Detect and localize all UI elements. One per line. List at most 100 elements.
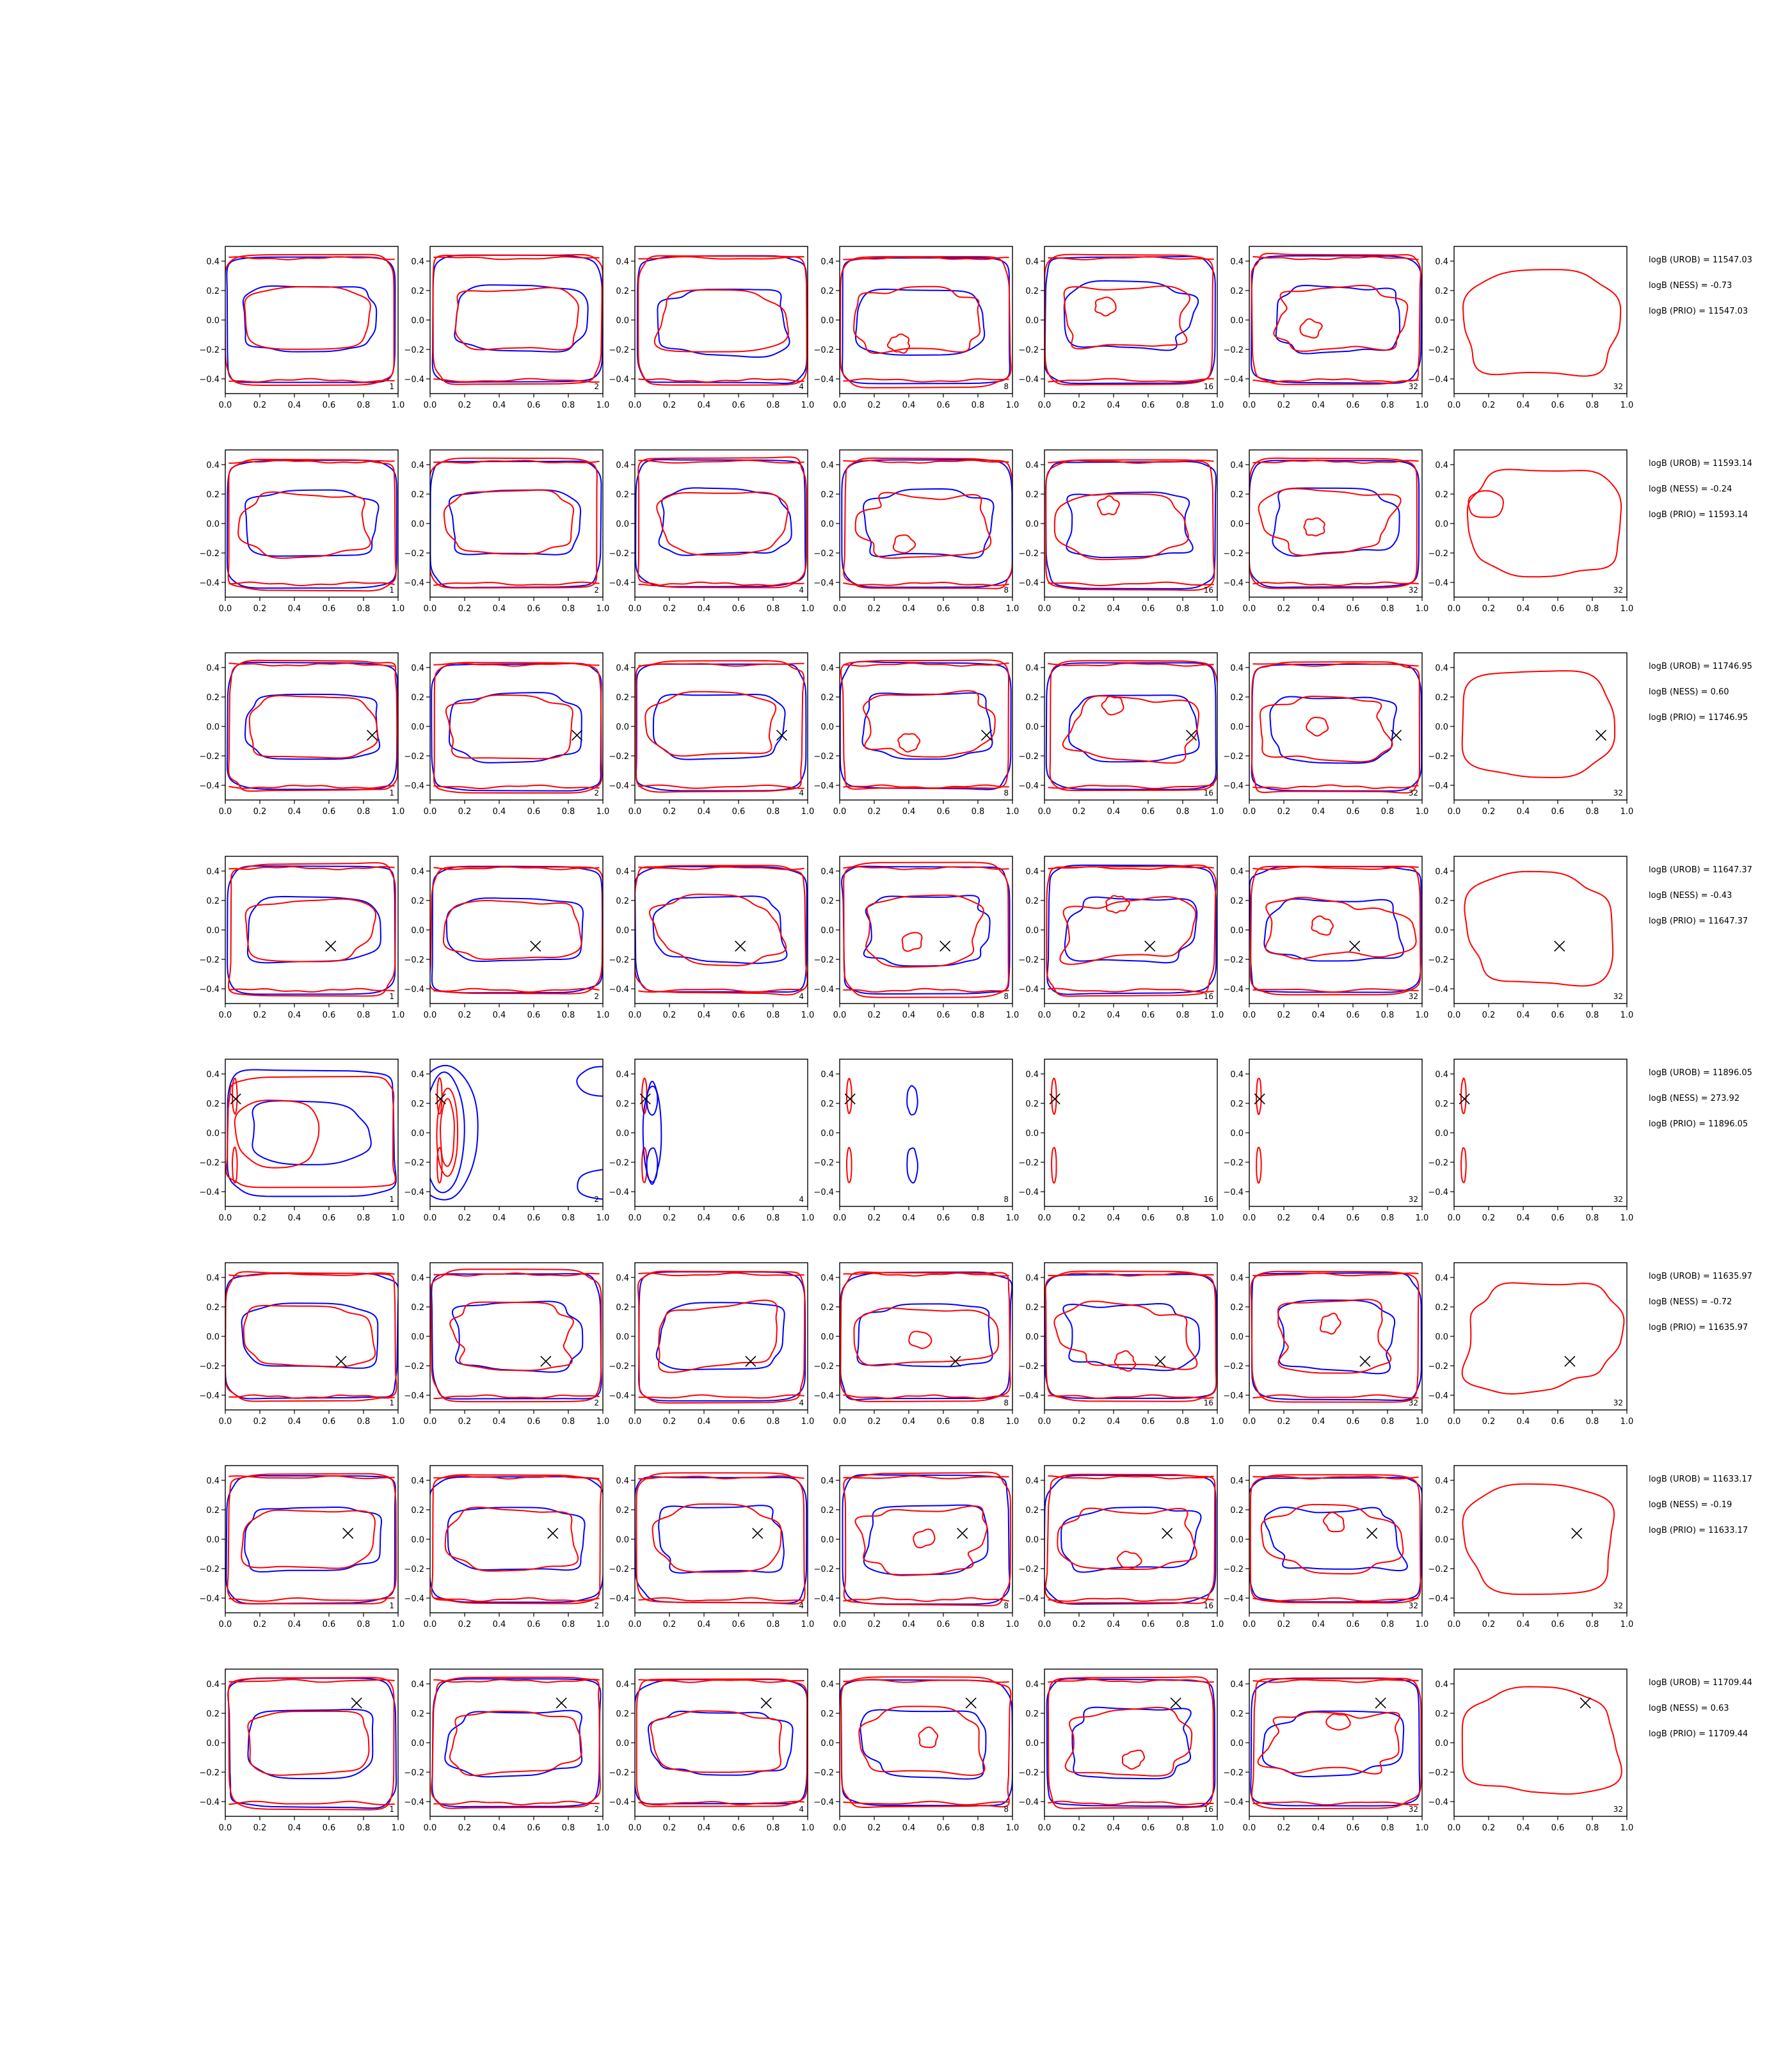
x-tick-label: 1.0 — [1006, 1011, 1020, 1020]
series-b-contour-inner — [247, 1710, 370, 1776]
x-tick-label: 0.4 — [698, 807, 711, 817]
axes-frame — [429, 1465, 604, 1613]
series-a-contour-outer — [635, 1679, 808, 1805]
x-tick-label: 1.0 — [596, 604, 610, 614]
x-tick-label: 0.2 — [1277, 1417, 1291, 1427]
logb-annotation: logB (PRIO) = 11635.97 — [1649, 1323, 1748, 1332]
panel-r4-c6: 0.0 0.2 0.4 0.6 0.8 1.0 0.4 0.2 0.0 −0.2 −0.4 32 — [1223, 856, 1428, 1020]
x-tick-label: 0.4 — [1312, 807, 1325, 817]
x-tick-label: 0.0 — [1038, 1417, 1052, 1427]
x-tick-label: 0.8 — [1176, 1213, 1190, 1223]
panel-number-label: 2 — [594, 586, 599, 595]
x-tick-label: 0.2 — [868, 807, 881, 817]
y-tick-label: 0.4 — [411, 1476, 424, 1486]
panel-r8-c4: 0.0 0.2 0.4 0.6 0.8 1.0 0.4 0.2 0.0 −0.2 −0.4 8 — [813, 1668, 1019, 1833]
panel-r5-c4: 0.0 0.2 0.4 0.6 0.8 1.0 0.4 0.2 0.0 −0.2 −0.4 8 — [813, 1059, 1019, 1223]
series-b-contour-edge — [433, 1475, 600, 1480]
y-tick-label: 0.2 — [1025, 490, 1039, 500]
x-tick-label: 1.0 — [1620, 401, 1634, 410]
y-tick-label: −0.2 — [1018, 1362, 1039, 1372]
x-tick-label: 0.0 — [628, 1213, 642, 1223]
panel-number-label: 2 — [594, 1195, 599, 1204]
y-tick-label: 0.0 — [206, 1129, 220, 1139]
y-tick-label: 0.4 — [411, 1070, 424, 1080]
y-tick-label: −0.4 — [609, 781, 629, 791]
series-b-contour-outer — [227, 458, 397, 592]
y-tick-label: 0.4 — [206, 664, 220, 673]
y-tick-label: −0.2 — [1428, 1362, 1448, 1372]
x-tick-label: 0.0 — [424, 1417, 437, 1427]
optimum-marker — [230, 1093, 241, 1105]
series-b-contour-edge — [228, 662, 395, 667]
x-tick-label: 0.2 — [1277, 1213, 1291, 1223]
x-tick-label: 0.4 — [1312, 1417, 1325, 1427]
series-b-contour-inner — [243, 1304, 376, 1368]
axes-frame — [634, 1668, 808, 1817]
y-tick-label: 0.0 — [1435, 520, 1448, 529]
x-tick-label: 0.4 — [493, 604, 506, 614]
series-b-contour-outer — [637, 255, 808, 386]
panel-r1-c6: 0.0 0.2 0.4 0.6 0.8 1.0 0.4 0.2 0.0 −0.2 −0.4 32 — [1223, 246, 1428, 410]
series-b-contour-island — [1114, 1350, 1137, 1372]
logb-annotation: logB (PRIO) = 11547.03 — [1649, 307, 1748, 316]
y-tick-label: 0.4 — [1230, 664, 1244, 673]
logb-annotation: logB (UROB) = 11547.03 — [1649, 255, 1752, 265]
series-b-contour-inner — [858, 1706, 986, 1776]
optimum-marker — [752, 1528, 764, 1539]
y-tick-label: −0.2 — [404, 1158, 424, 1168]
series-a-contour-outer — [842, 257, 1011, 385]
y-tick-label: −0.4 — [1428, 1594, 1448, 1604]
x-tick-label: 0.6 — [527, 401, 541, 410]
optimum-marker — [1155, 1356, 1166, 1367]
x-tick-label: 0.6 — [732, 1213, 746, 1223]
x-tick-label: 0.4 — [493, 807, 506, 817]
axes-frame — [634, 856, 808, 1004]
axes-frame — [1044, 449, 1218, 598]
series-b-contour-edge — [228, 581, 395, 587]
x-tick-label: 0.0 — [1243, 1011, 1256, 1020]
panel-r5-c7: 0.0 0.2 0.4 0.6 0.8 1.0 0.4 0.2 0.0 −0.2 −0.4 32 — [1428, 1059, 1633, 1223]
x-tick-label: 0.2 — [1073, 1823, 1086, 1833]
x-tick-label: 0.2 — [663, 401, 676, 410]
panel-r5-c2: 0.0 0.2 0.4 0.6 0.8 1.0 0.4 0.2 0.0 −0.2 −0.4 2 — [404, 1059, 609, 1223]
optimum-marker — [335, 1356, 347, 1367]
series-b-contour-inner — [1260, 1503, 1404, 1575]
y-tick-label: −0.2 — [404, 1362, 424, 1372]
panel-r7-c1: 0.0 0.2 0.4 0.6 0.8 1.0 0.4 0.2 0.0 −0.2 −0.4 1 — [199, 1465, 404, 1629]
series-b-contour-narrow — [846, 1146, 852, 1183]
y-tick-label: −0.4 — [404, 1798, 424, 1807]
x-tick-label: 0.6 — [937, 1823, 950, 1833]
panel-number-label: 16 — [1204, 788, 1213, 797]
x-tick-label: 0.8 — [767, 1213, 780, 1223]
x-tick-label: 0.4 — [288, 604, 301, 614]
series-b-contour-edge — [1252, 1801, 1419, 1806]
optimum-marker — [735, 940, 746, 952]
series-b-contour-inner — [854, 1505, 988, 1576]
series-b-contour-edge — [843, 1800, 1009, 1805]
panel-number-label: 32 — [1613, 1805, 1623, 1814]
x-tick-label: 0.2 — [663, 807, 676, 817]
x-tick-label: 0.8 — [1381, 1620, 1395, 1629]
x-tick-label: 0.8 — [1586, 1417, 1599, 1427]
y-tick-label: −0.2 — [404, 549, 424, 559]
x-tick-label: 0.2 — [663, 1417, 676, 1427]
series-b-contour-edge — [433, 662, 600, 667]
series-a-contour-inner — [1263, 898, 1405, 962]
x-tick-label: 0.2 — [253, 1011, 267, 1020]
x-tick-label: 0.6 — [323, 1011, 336, 1020]
x-tick-label: 1.0 — [1620, 604, 1634, 614]
x-tick-label: 1.0 — [1620, 1213, 1634, 1223]
series-a-contour-outer — [431, 254, 603, 383]
axes-frame — [429, 1668, 604, 1817]
y-tick-label: 0.0 — [1230, 1332, 1244, 1342]
series-b-contour-island — [1306, 717, 1329, 737]
series-b-contour-edge — [1048, 256, 1214, 260]
y-tick-label: 0.2 — [616, 287, 629, 296]
panel-r7-c3: 0.0 0.2 0.4 0.6 0.8 1.0 0.4 0.2 0.0 −0.2 −0.4 4 — [609, 1465, 814, 1629]
x-tick-label: 0.0 — [833, 401, 847, 410]
y-tick-label: −0.4 — [1018, 985, 1039, 995]
series-b-contour-edge — [1252, 256, 1419, 260]
x-tick-label: 1.0 — [392, 807, 405, 817]
series-a-contour-outer — [1251, 1272, 1422, 1401]
